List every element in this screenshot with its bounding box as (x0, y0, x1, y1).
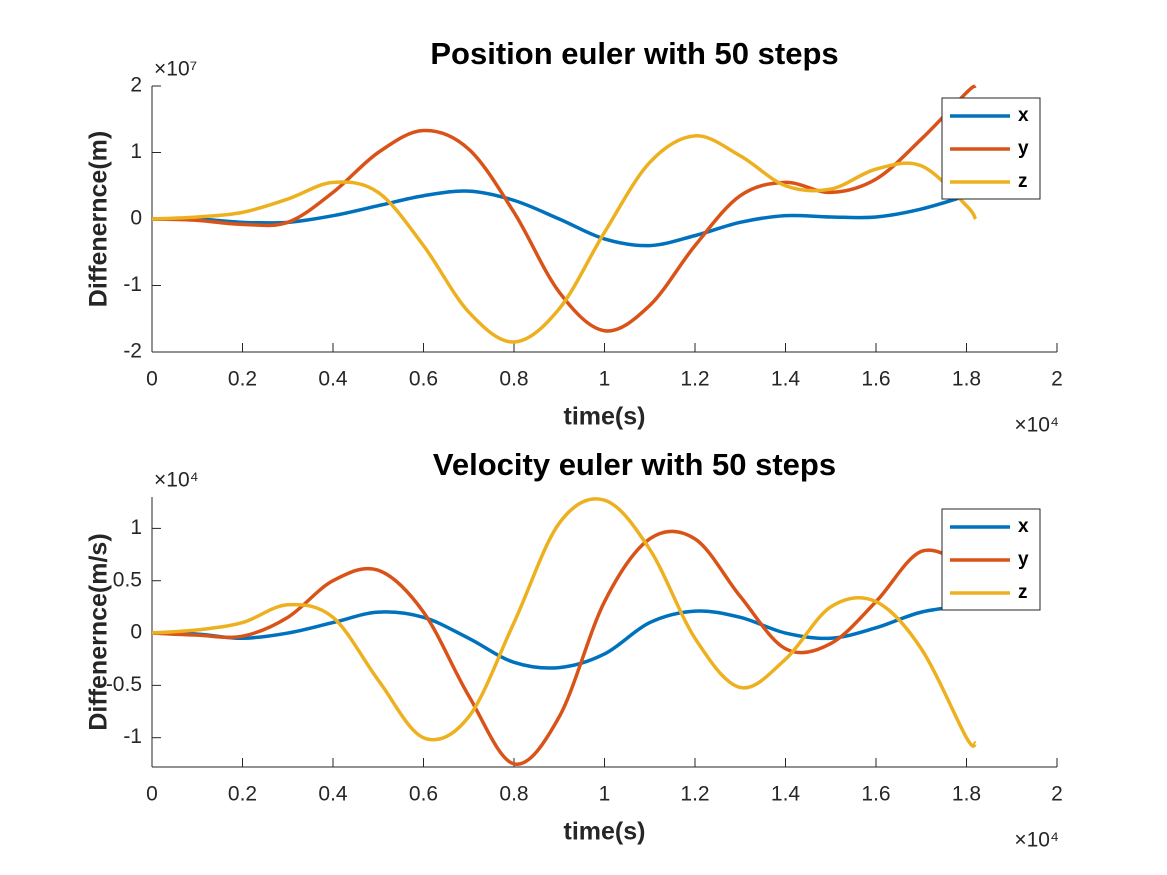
legend-label: z (1018, 171, 1028, 192)
legend-label: x (1018, 516, 1029, 537)
x-tick-label: 0.8 (499, 368, 528, 391)
x-tick-label: 1.6 (861, 783, 890, 806)
x-exponent: ×10⁴ (1014, 829, 1059, 852)
x-tick-label: 1.6 (861, 368, 890, 391)
x-tick-label: 2 (1051, 783, 1063, 806)
y-tick-label: -2 (123, 340, 142, 363)
plot-area (152, 497, 978, 766)
chart-title: Position euler with 50 steps (430, 36, 838, 71)
legend-label: x (1018, 105, 1029, 126)
legend-label: z (1018, 582, 1028, 603)
y-tick-label: 0.5 (113, 568, 142, 591)
y-tick-label: -1 (123, 273, 142, 296)
y-tick-label: 1 (130, 140, 142, 163)
x-tick-label: 0 (146, 783, 158, 806)
series-line (152, 603, 976, 670)
y-exponent: ×10⁷ (154, 58, 197, 81)
series-line (152, 134, 978, 344)
x-tick-label: 0.4 (318, 783, 348, 806)
x-tick-label: 1.4 (771, 368, 801, 391)
y-exponent: ×10⁴ (154, 469, 199, 492)
x-tick-label: 0.6 (409, 783, 438, 806)
x-axis-label: time(s) (564, 403, 646, 431)
x-tick-label: 0.2 (228, 368, 257, 391)
x-tick-label: 1.8 (952, 783, 981, 806)
x-tick-label: 1.8 (952, 368, 981, 391)
x-axis-label: time(s) (564, 818, 646, 846)
x-tick-label: 2 (1051, 368, 1063, 391)
series-line (152, 189, 977, 248)
x-tick-label: 1.4 (771, 783, 801, 806)
y-axis-label: Diffenernce(m) (85, 131, 113, 307)
x-tick-label: 0 (146, 368, 158, 391)
x-tick-label: 0.2 (228, 783, 257, 806)
x-tick-label: 1.2 (680, 783, 709, 806)
y-tick-label: 1 (130, 516, 142, 539)
x-tick-label: 0.8 (499, 783, 528, 806)
y-tick-label: 0 (130, 621, 142, 644)
legend-label: y (1018, 138, 1029, 159)
chart-title: Velocity euler with 50 steps (433, 447, 836, 482)
x-tick-label: 1.2 (680, 368, 709, 391)
x-tick-label: 0.6 (409, 368, 438, 391)
series-line (152, 529, 977, 766)
x-tick-label: 0.4 (318, 368, 348, 391)
legend-label: y (1018, 549, 1029, 570)
plot-area (152, 84, 978, 344)
series-line (152, 84, 977, 333)
series-line (152, 497, 978, 748)
y-tick-label: 0 (130, 207, 142, 230)
y-tick-label: -0.5 (106, 673, 142, 696)
y-tick-label: -1 (123, 725, 142, 748)
x-exponent: ×10⁴ (1014, 414, 1059, 437)
x-tick-label: 1 (599, 783, 611, 806)
y-axis-label: Diffenernce(m/s) (85, 533, 113, 730)
y-tick-label: 2 (130, 74, 142, 97)
x-tick-label: 1 (599, 368, 611, 391)
